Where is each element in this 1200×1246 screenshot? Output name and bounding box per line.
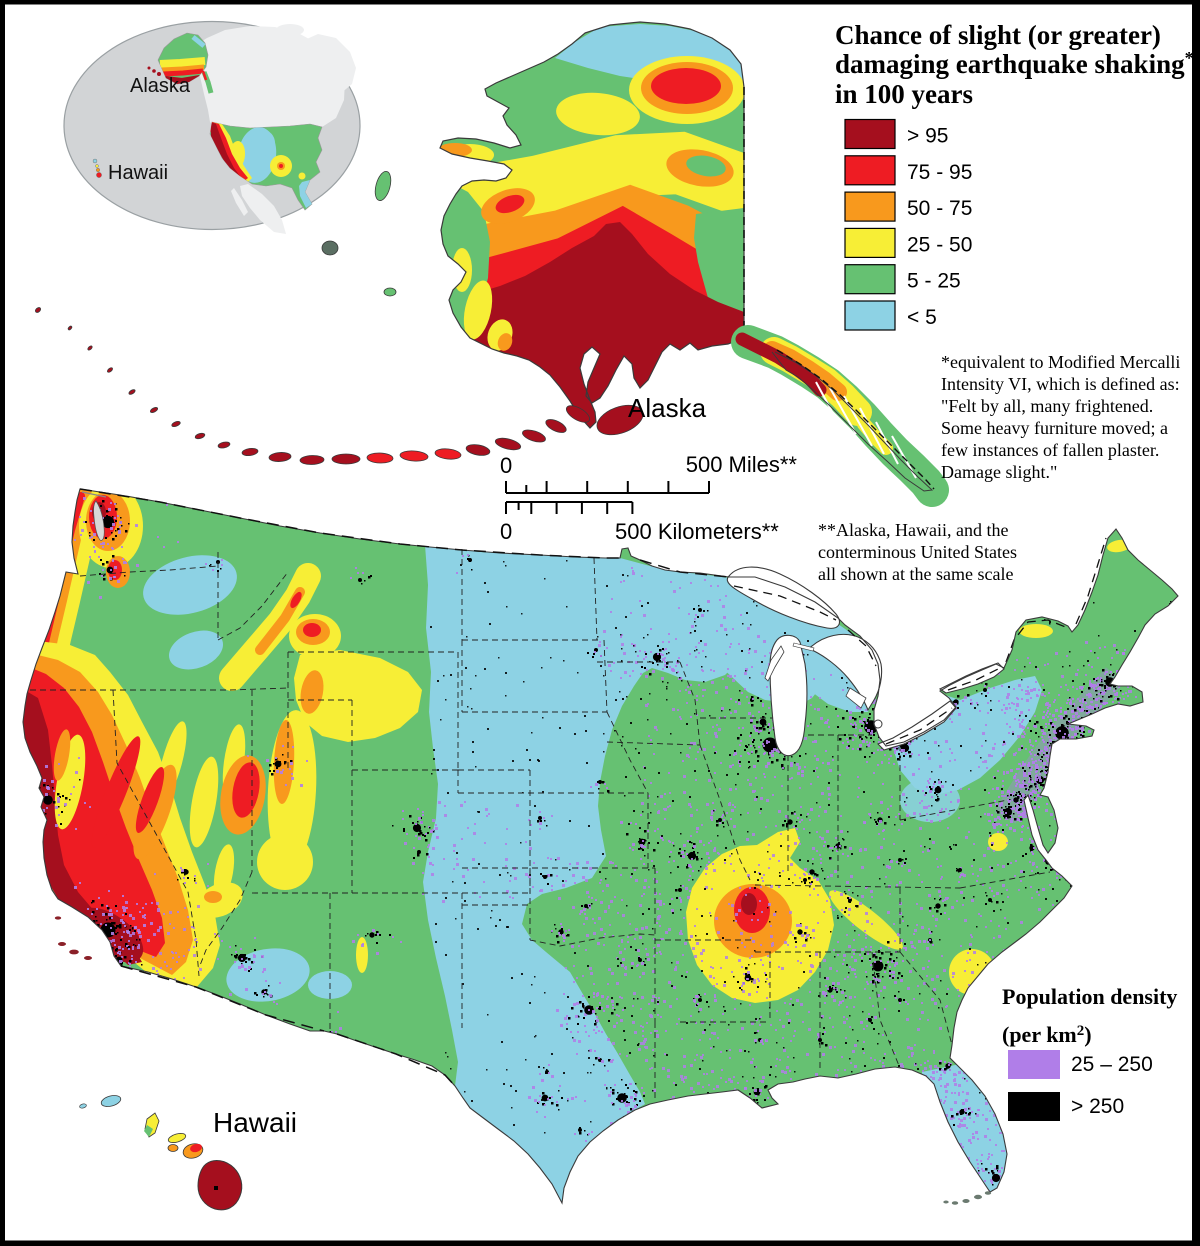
svg-text:0: 0 — [500, 519, 512, 544]
svg-text:conterminous United States: conterminous United States — [818, 542, 1017, 562]
svg-text:500 Miles**: 500 Miles** — [686, 452, 798, 477]
svg-text:Alaska: Alaska — [628, 393, 707, 423]
svg-text:0: 0 — [500, 453, 512, 478]
svg-text:all shown at the same scale: all shown at the same scale — [818, 564, 1013, 584]
svg-text:25 – 250: 25 – 250 — [1071, 1053, 1153, 1076]
svg-text:"Felt by all, many frightened.: "Felt by all, many frightened. — [941, 396, 1153, 416]
svg-text:Some heavy furniture moved; a: Some heavy furniture moved; a — [941, 418, 1168, 438]
svg-text:few instances of fallen plaste: few instances of fallen plaster. — [941, 440, 1159, 460]
svg-text:> 95: > 95 — [907, 125, 948, 148]
svg-text:Damage slight.": Damage slight." — [941, 462, 1057, 482]
svg-text:75 - 95: 75 - 95 — [907, 161, 972, 184]
svg-text:*equivalent to Modified Mercal: *equivalent to Modified Mercalli — [941, 352, 1180, 372]
svg-text:(per km2): (per km2) — [1002, 1022, 1092, 1047]
svg-text:**Alaska, Hawaii, and the: **Alaska, Hawaii, and the — [818, 520, 1008, 540]
svg-text:> 250: > 250 — [1071, 1095, 1124, 1118]
svg-text:Alaska: Alaska — [130, 75, 191, 97]
svg-text:5 - 25: 5 - 25 — [907, 270, 961, 293]
svg-text:Chance of slight (or greater): Chance of slight (or greater) — [835, 20, 1161, 50]
svg-text:Hawaii: Hawaii — [213, 1107, 297, 1138]
svg-text:< 5: < 5 — [907, 306, 937, 329]
svg-text:damaging earthquake shaking*: damaging earthquake shaking* — [835, 48, 1194, 79]
svg-text:500 Kilometers**: 500 Kilometers** — [615, 519, 779, 544]
svg-text:Population density: Population density — [1002, 984, 1177, 1009]
svg-text:Intensity VI, which is defined: Intensity VI, which is defined as: — [941, 374, 1180, 394]
svg-text:50 - 75: 50 - 75 — [907, 197, 972, 220]
svg-text:in 100 years: in 100 years — [835, 79, 973, 109]
svg-text:Hawaii: Hawaii — [108, 162, 168, 184]
svg-text:25 - 50: 25 - 50 — [907, 233, 972, 256]
